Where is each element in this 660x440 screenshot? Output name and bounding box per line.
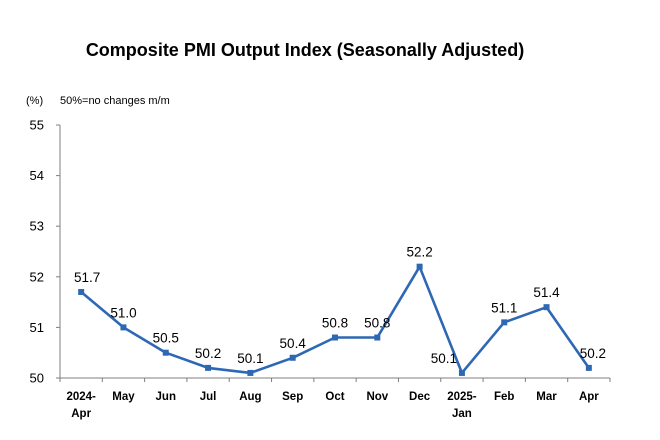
y-unit-label: (%): [26, 95, 43, 107]
data-point: [416, 263, 423, 270]
x-tick-label-line: 2025-: [447, 391, 477, 403]
data-label: 50.8: [364, 316, 390, 331]
x-tick-label-line: Mar: [536, 391, 557, 403]
x-tick-label-line: May: [112, 391, 135, 403]
x-tick-label: Mar: [536, 391, 557, 403]
x-tick-label: Sep: [282, 391, 303, 403]
data-label: 51.4: [533, 285, 560, 300]
data-point: [585, 364, 592, 371]
x-tick-label-line: Jun: [156, 391, 176, 403]
data-point: [501, 319, 508, 326]
x-tick-label-line: Apr: [579, 391, 599, 403]
x-tick-label: Jun: [156, 391, 176, 403]
data-point: [332, 334, 338, 341]
data-point: [162, 349, 169, 356]
y-axis-ticks: 50 51 52 53 54 55: [30, 118, 60, 386]
x-tick-label: 2024- Apr: [66, 391, 96, 420]
x-tick-label-line: Sep: [282, 391, 303, 403]
x-tick-label-line: Apr: [71, 408, 91, 420]
x-tick-label-line: Nov: [366, 391, 388, 403]
x-tick-label-line: Jan: [452, 408, 472, 420]
x-tick-label: 2025- Jan: [447, 391, 477, 420]
y-tick-label: 55: [30, 118, 44, 133]
x-tick-label-line: Feb: [494, 391, 514, 403]
data-point: [374, 334, 381, 341]
x-tick-label: Nov: [366, 391, 388, 403]
y-tick-label: 50: [30, 371, 44, 386]
x-tick-label: Dec: [409, 391, 431, 403]
data-label: 50.4: [280, 336, 307, 351]
data-point: [458, 369, 465, 376]
data-point: [247, 369, 254, 376]
data-label: 50.2: [195, 346, 221, 361]
data-label: 51.0: [110, 305, 136, 320]
x-tick-label-line: Jul: [200, 391, 217, 403]
x-tick-label: Jul: [200, 391, 217, 403]
y-tick-label: 53: [30, 219, 44, 234]
y-tick-label: 52: [30, 269, 44, 284]
x-tick-label: Oct: [325, 391, 344, 403]
series-line-group: [78, 263, 592, 376]
x-axis-ticks: 2024- Apr May Jun Jul Aug Sep Oct Nov Dec 2025- Jan…: [59, 378, 611, 420]
chart-note: 50%=no changes m/m: [60, 95, 170, 107]
data-point: [120, 324, 127, 331]
data-point: [289, 354, 296, 361]
chart-title: Composite PMI Output Index (Seasonally A…: [86, 40, 524, 60]
data-label: 52.2: [406, 245, 432, 260]
x-tick-label: May: [112, 391, 135, 403]
data-label: 50.8: [322, 316, 348, 331]
data-point: [205, 364, 212, 371]
data-label: 50.2: [580, 346, 606, 361]
data-label: 50.5: [153, 331, 179, 346]
x-tick-label-line: 2024-: [66, 391, 96, 403]
data-label: 51.7: [74, 270, 100, 285]
x-tick-label-line: Dec: [409, 391, 431, 403]
data-label: 50.1: [237, 351, 263, 366]
x-tick-label-line: Oct: [325, 391, 344, 403]
data-label: 51.1: [491, 300, 517, 315]
x-tick-label: Feb: [494, 391, 514, 403]
data-labels: 51.7 51.0 50.5 50.2 50.1 50.4 50.8 50.8 52.2 50.1…: [74, 245, 606, 366]
data-point: [543, 304, 550, 311]
x-tick-label: Apr: [579, 391, 599, 403]
y-tick-label: 51: [30, 320, 44, 335]
x-tick-label: Aug: [239, 391, 261, 403]
axes: [59, 125, 610, 379]
y-tick-label: 54: [30, 168, 44, 183]
data-point: [78, 288, 85, 295]
data-label: 50.1: [431, 351, 457, 366]
x-tick-label-line: Aug: [239, 391, 261, 403]
